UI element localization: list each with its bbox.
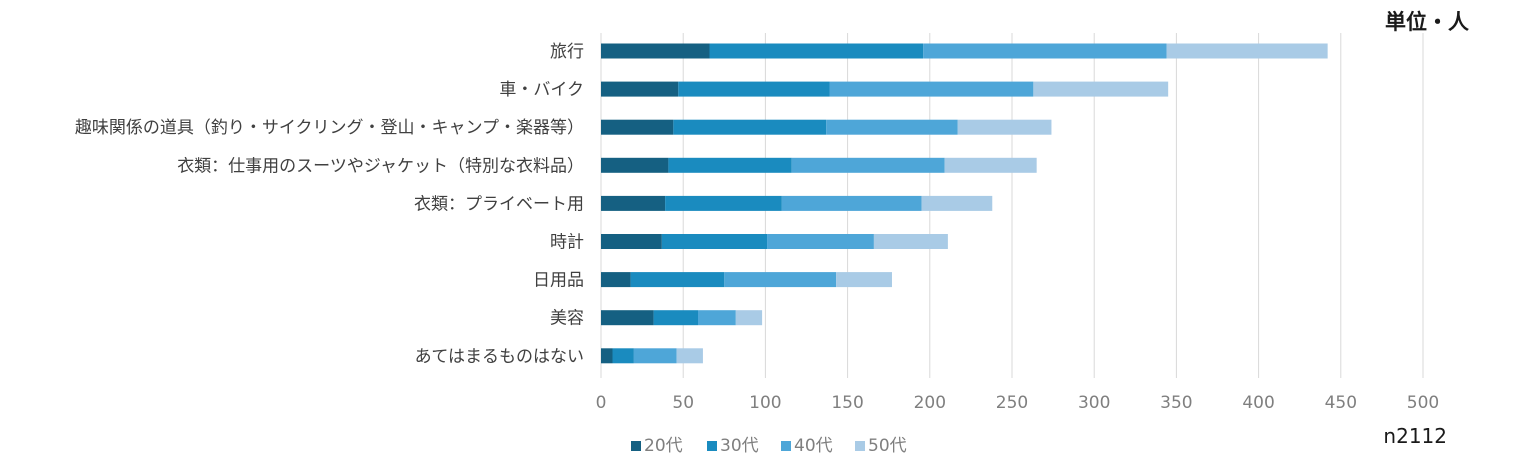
x-tick-label-150: 150 <box>831 393 863 413</box>
legend-label-0: 20代 <box>644 436 683 456</box>
sample-size-label: n2112 <box>1383 424 1447 448</box>
bar-0-series-2 <box>923 43 1167 59</box>
legend-swatch-2 <box>781 441 791 451</box>
bar-1-series-2 <box>829 81 1034 97</box>
x-tick-label-500: 500 <box>1407 393 1439 413</box>
legend-swatch-0 <box>631 441 641 451</box>
bar-5-series-0 <box>601 234 662 249</box>
category-label-1: 車・バイク <box>499 80 584 100</box>
legend-label-1: 30代 <box>720 436 759 456</box>
bar-7-series-3 <box>735 310 763 326</box>
bar-2-series-0 <box>601 119 674 135</box>
bar-8-series-3 <box>676 348 703 364</box>
bar-3-series-3 <box>944 157 1037 173</box>
bar-4-series-3 <box>921 195 993 211</box>
bar-1-series-3 <box>1033 81 1169 97</box>
category-label-3: 衣類：仕事用のスーツやジャケット（特別な衣料品） <box>177 156 584 176</box>
bar-7-series-1 <box>653 310 698 326</box>
bar-3-series-1 <box>668 157 792 173</box>
bar-7-series-0 <box>601 310 654 326</box>
legend-label-3: 50代 <box>868 436 907 456</box>
bar-7-series-2 <box>697 310 736 326</box>
bars <box>601 43 1328 364</box>
x-tick-label-250: 250 <box>996 393 1028 413</box>
x-tick-label-0: 0 <box>596 393 607 413</box>
legend-label-2: 40代 <box>794 436 833 456</box>
category-label-4: 衣類：プライベート用 <box>414 194 584 214</box>
legend-swatch-3 <box>855 441 865 451</box>
x-axis-ticks: 0 50 100 150 200 250 300 350 400 450 500 <box>596 393 1440 413</box>
bar-5-series-2 <box>767 234 874 249</box>
bar-8-series-2 <box>633 348 677 364</box>
bar-6-series-0 <box>601 272 631 288</box>
category-label-7: 美容 <box>550 309 584 329</box>
bar-3-series-0 <box>601 157 669 173</box>
x-tick-label-400: 400 <box>1242 393 1274 413</box>
bar-4-series-0 <box>601 195 666 211</box>
bar-4-series-1 <box>665 195 782 211</box>
legend-swatch-1 <box>707 441 717 451</box>
category-label-0: 旅行 <box>550 42 584 62</box>
bar-1-series-1 <box>678 81 830 97</box>
bar-0-series-0 <box>601 43 710 59</box>
bar-2-series-3 <box>957 119 1052 135</box>
category-label-8: あてはまるものはない <box>415 347 584 367</box>
bar-5-series-1 <box>661 234 768 249</box>
category-label-2: 趣味関係の道具（釣り・サイクリング・登山・キャンプ・楽器等） <box>75 118 584 138</box>
x-tick-label-450: 450 <box>1325 393 1357 413</box>
bar-6-series-2 <box>724 272 837 288</box>
legend: 20代 30代 40代 50代 <box>631 436 907 456</box>
bar-5-series-3 <box>873 234 948 249</box>
bar-1-series-0 <box>601 81 679 97</box>
x-tick-label-350: 350 <box>1160 393 1192 413</box>
category-label-6: 日用品 <box>533 271 584 291</box>
bar-4-series-2 <box>781 195 922 211</box>
bar-2-series-2 <box>826 119 958 135</box>
bar-6-series-3 <box>836 272 892 288</box>
bar-2-series-1 <box>673 119 827 135</box>
x-tick-label-200: 200 <box>914 393 946 413</box>
bar-6-series-1 <box>630 272 725 288</box>
bar-8-series-0 <box>601 348 613 364</box>
x-tick-label-300: 300 <box>1078 393 1110 413</box>
category-label-5: 時計 <box>550 233 584 253</box>
unit-label: 単位・人 <box>1385 10 1469 34</box>
bar-0-series-3 <box>1166 43 1328 59</box>
bar-3-series-2 <box>791 157 945 173</box>
x-tick-label-50: 50 <box>672 393 694 413</box>
bar-8-series-1 <box>612 348 634 364</box>
bar-0-series-1 <box>709 43 924 59</box>
x-tick-label-100: 100 <box>749 393 781 413</box>
